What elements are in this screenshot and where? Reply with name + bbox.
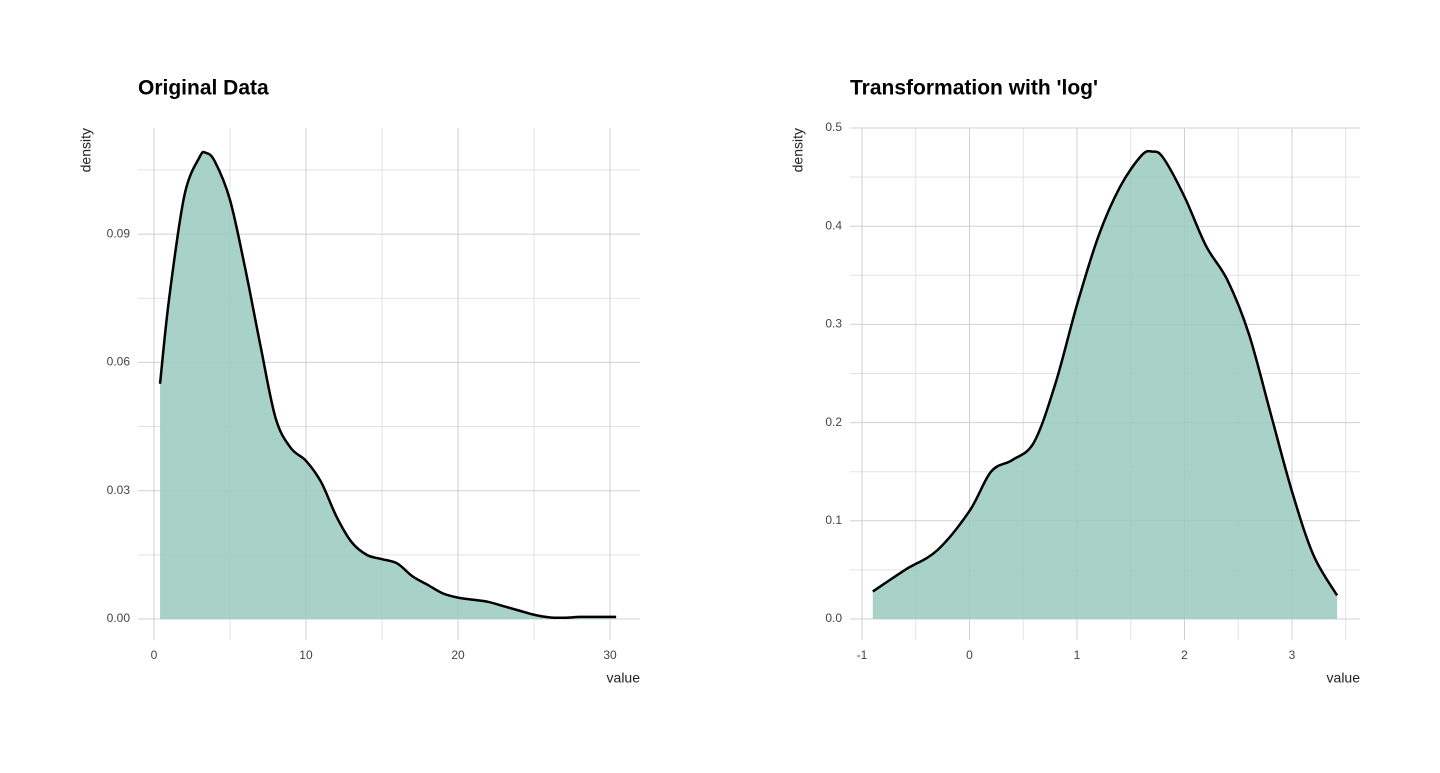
y-tick-label: 0.1 [825, 513, 842, 527]
y-tick-label: 0.00 [107, 611, 131, 625]
x-axis-label: value [1327, 670, 1361, 686]
x-tick-label: 10 [299, 648, 313, 662]
y-axis-label: density [790, 128, 806, 172]
y-tick-label: 0.5 [825, 120, 842, 134]
x-axis-label: value [607, 670, 641, 686]
y-tick-label: 0.4 [825, 218, 842, 232]
x-tick-label: 0 [151, 648, 158, 662]
y-tick-label: 0.06 [107, 355, 131, 369]
density-area [160, 151, 617, 620]
y-tick-label: 0.0 [825, 611, 842, 625]
y-tick-label: 0.03 [107, 483, 131, 497]
y-tick-label: 0.3 [825, 317, 842, 331]
x-tick-label: 3 [1289, 648, 1296, 662]
chart-title: Transformation with 'log' [850, 77, 1098, 100]
x-tick-label: -1 [857, 648, 868, 662]
y-axis-label: density [78, 128, 94, 172]
x-tick-label: 2 [1181, 648, 1188, 662]
x-tick-label: 30 [603, 648, 617, 662]
density-line [872, 149, 1339, 597]
chart-title: Original Data [138, 77, 269, 100]
density-line [158, 150, 617, 620]
y-tick-label: 0.09 [107, 226, 131, 240]
y-tick-label: 0.2 [825, 415, 842, 429]
x-tick-label: 1 [1074, 648, 1081, 662]
density-area [872, 151, 1338, 619]
x-tick-label: 20 [451, 648, 465, 662]
x-tick-label: 0 [966, 648, 973, 662]
